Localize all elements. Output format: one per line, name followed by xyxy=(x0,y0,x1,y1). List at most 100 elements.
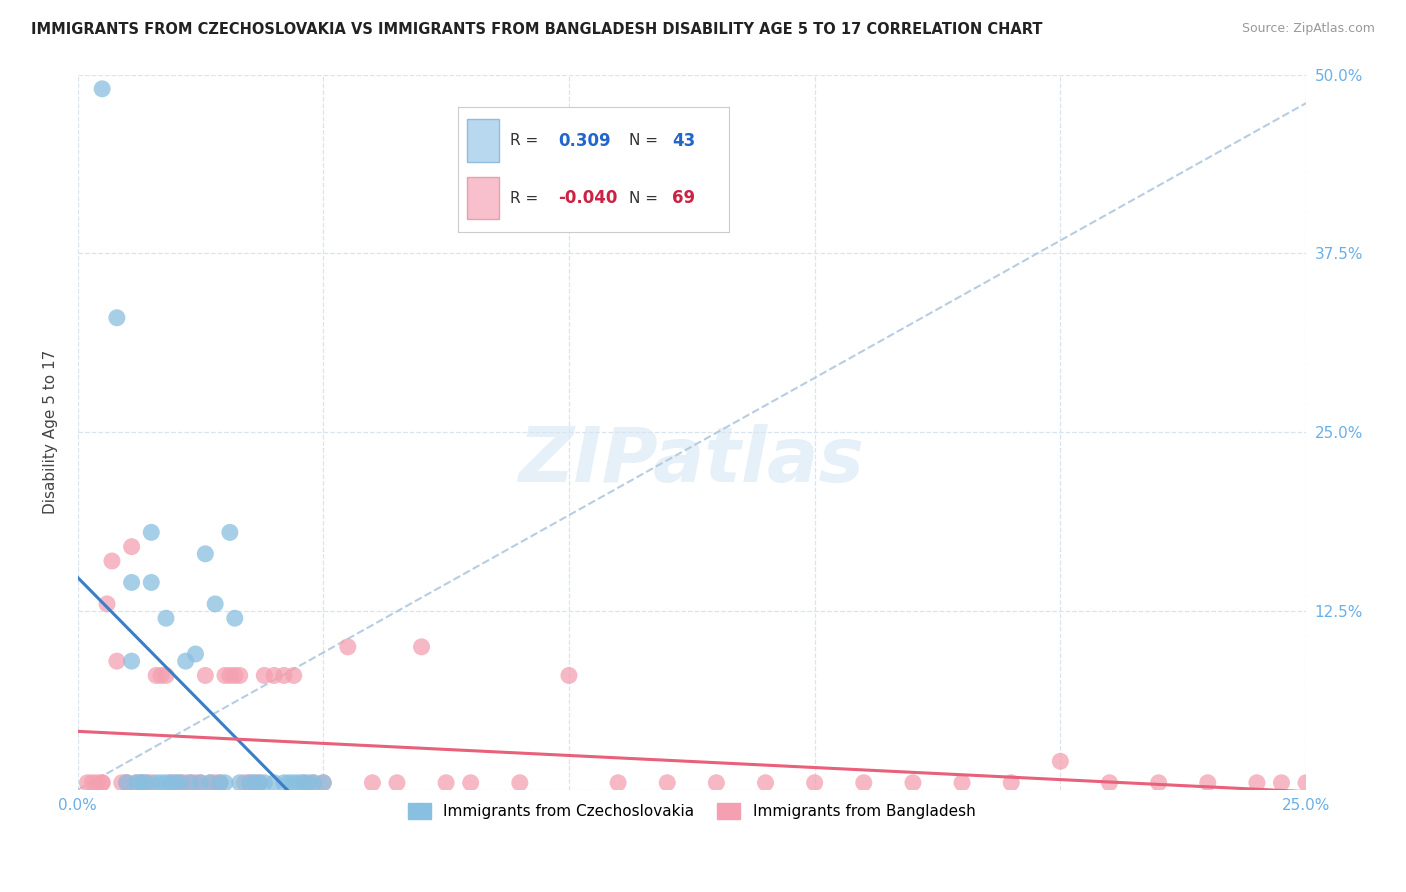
Point xyxy=(312,776,335,790)
Point xyxy=(145,668,167,682)
Point xyxy=(233,776,256,790)
Point xyxy=(121,540,143,554)
Point xyxy=(361,776,384,790)
Point xyxy=(214,668,236,682)
Point xyxy=(243,776,266,790)
Point xyxy=(292,776,315,790)
Point xyxy=(91,776,114,790)
Point xyxy=(131,776,153,790)
Point xyxy=(607,776,630,790)
Point xyxy=(111,776,134,790)
Point xyxy=(263,668,285,682)
Point xyxy=(91,776,114,790)
Point xyxy=(1098,776,1121,790)
Point xyxy=(706,776,728,790)
Point xyxy=(170,776,193,790)
Point xyxy=(302,776,325,790)
Point xyxy=(253,668,276,682)
Point xyxy=(273,776,295,790)
Point xyxy=(155,668,177,682)
Point xyxy=(141,776,163,790)
Point xyxy=(194,668,217,682)
Point xyxy=(852,776,875,790)
Point xyxy=(1049,754,1071,768)
Point xyxy=(135,776,157,790)
Point xyxy=(145,776,167,790)
Point xyxy=(247,776,270,790)
Point xyxy=(190,776,212,790)
Point xyxy=(209,776,232,790)
Point xyxy=(125,776,148,790)
Point xyxy=(174,776,197,790)
Point xyxy=(125,776,148,790)
Point xyxy=(200,776,222,790)
Point xyxy=(155,611,177,625)
Legend: Immigrants from Czechoslovakia, Immigrants from Bangladesh: Immigrants from Czechoslovakia, Immigran… xyxy=(402,797,981,825)
Point xyxy=(263,776,285,790)
Point xyxy=(509,776,531,790)
Point xyxy=(1295,776,1317,790)
Point xyxy=(115,776,138,790)
Point xyxy=(141,525,163,540)
Point xyxy=(105,310,128,325)
Point xyxy=(1197,776,1219,790)
Point xyxy=(312,776,335,790)
Point xyxy=(121,575,143,590)
Point xyxy=(170,776,193,790)
Point xyxy=(150,668,173,682)
Point xyxy=(209,776,232,790)
Point xyxy=(204,776,226,790)
Point xyxy=(901,776,924,790)
Point xyxy=(131,776,153,790)
Point xyxy=(131,776,153,790)
Point xyxy=(302,776,325,790)
Point xyxy=(411,640,433,654)
Point xyxy=(224,668,246,682)
Point xyxy=(950,776,973,790)
Point xyxy=(115,776,138,790)
Point xyxy=(200,776,222,790)
Point xyxy=(1147,776,1170,790)
Point xyxy=(141,575,163,590)
Point xyxy=(287,776,309,790)
Point xyxy=(180,776,202,790)
Point xyxy=(238,776,260,790)
Point xyxy=(243,776,266,790)
Point xyxy=(229,668,252,682)
Point xyxy=(1246,776,1268,790)
Point xyxy=(277,776,299,790)
Point xyxy=(219,525,242,540)
Point xyxy=(165,776,187,790)
Point xyxy=(219,668,242,682)
Point xyxy=(803,776,825,790)
Point xyxy=(115,776,138,790)
Point xyxy=(105,654,128,668)
Point xyxy=(101,554,124,568)
Point xyxy=(385,776,408,790)
Point xyxy=(238,776,260,790)
Point xyxy=(160,776,183,790)
Point xyxy=(121,654,143,668)
Point xyxy=(76,776,98,790)
Point xyxy=(194,547,217,561)
Point xyxy=(190,776,212,790)
Point xyxy=(180,776,202,790)
Point xyxy=(297,776,319,790)
Point xyxy=(434,776,457,790)
Point xyxy=(160,776,183,790)
Point xyxy=(558,668,581,682)
Point xyxy=(91,82,114,96)
Point xyxy=(754,776,776,790)
Point xyxy=(150,776,173,790)
Point xyxy=(174,654,197,668)
Point xyxy=(336,640,359,654)
Point xyxy=(165,776,187,790)
Text: IMMIGRANTS FROM CZECHOSLOVAKIA VS IMMIGRANTS FROM BANGLADESH DISABILITY AGE 5 TO: IMMIGRANTS FROM CZECHOSLOVAKIA VS IMMIGR… xyxy=(31,22,1042,37)
Point xyxy=(1270,776,1292,790)
Point xyxy=(135,776,157,790)
Point xyxy=(460,776,482,790)
Y-axis label: Disability Age 5 to 17: Disability Age 5 to 17 xyxy=(44,350,58,515)
Point xyxy=(247,776,270,790)
Point xyxy=(184,776,207,790)
Point xyxy=(82,776,104,790)
